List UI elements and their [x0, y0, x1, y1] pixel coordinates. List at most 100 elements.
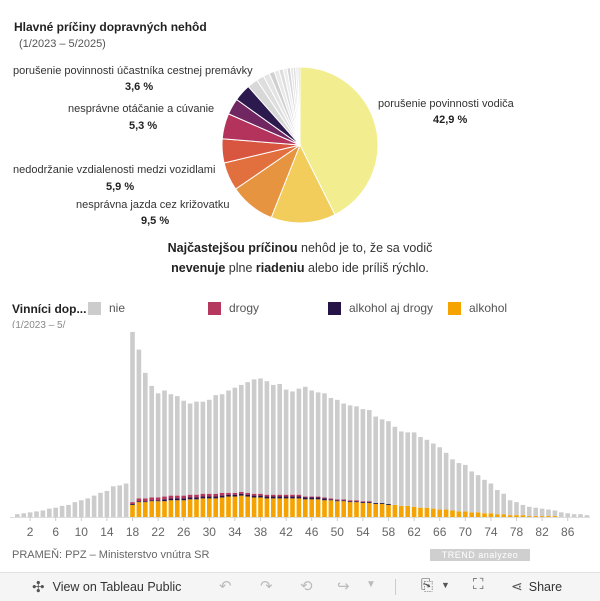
bar-drogy-age-43[interactable]	[290, 494, 295, 497]
bar-alkohol-age-50[interactable]	[335, 501, 340, 517]
bar-nie-age-86[interactable]	[565, 513, 570, 517]
bar-nie-age-75[interactable]	[495, 490, 500, 515]
bar-nie-age-71[interactable]	[469, 471, 474, 513]
bar-nie-age-28[interactable]	[194, 401, 199, 495]
bar-alkohol-aj-drogy-age-35[interactable]	[239, 493, 244, 496]
legend-item-alkohol[interactable]: alkohol	[448, 301, 507, 315]
bar-drogy-age-23[interactable]	[162, 496, 167, 500]
bar-drogy-age-47[interactable]	[315, 496, 321, 498]
bar-alkohol-age-55[interactable]	[367, 503, 372, 517]
bar-nie-age-9[interactable]	[72, 502, 78, 517]
bar-drogy-age-52[interactable]	[347, 500, 353, 502]
bar-alkohol-age-40[interactable]	[271, 498, 276, 517]
bar-alkohol-age-60[interactable]	[399, 505, 404, 517]
bar-alkohol-age-67[interactable]	[443, 509, 449, 517]
bar-nie-age-53[interactable]	[354, 406, 359, 501]
bar-drogy-age-33[interactable]	[226, 492, 231, 495]
bar-drogy-age-50[interactable]	[335, 499, 340, 501]
bar-alkohol-age-44[interactable]	[296, 498, 302, 517]
bar-alkohol-age-64[interactable]	[424, 507, 430, 517]
bar-alkohol-age-52[interactable]	[347, 502, 353, 517]
bar-nie-age-58[interactable]	[386, 421, 391, 504]
bar-drogy-age-46[interactable]	[309, 496, 314, 498]
bar-nie-age-29[interactable]	[200, 401, 206, 494]
bar-nie-age-7[interactable]	[59, 505, 65, 517]
bar-nie-age-51[interactable]	[341, 403, 346, 500]
bar-alkohol-age-73[interactable]	[482, 513, 487, 517]
bar-alkohol-age-32[interactable]	[219, 497, 225, 517]
bar-alkohol-age-68[interactable]	[450, 510, 455, 517]
bar-drogy-age-34[interactable]	[232, 492, 238, 495]
bar-alkohol-aj-drogy-age-54[interactable]	[360, 502, 366, 504]
bar-alkohol-aj-drogy-age-40[interactable]	[271, 496, 276, 499]
bar-alkohol-aj-drogy-age-30[interactable]	[207, 496, 212, 499]
bar-nie-age-88[interactable]	[578, 514, 583, 517]
bar-alkohol-age-46[interactable]	[309, 499, 314, 517]
bar-alkohol-aj-drogy-age-45[interactable]	[303, 497, 308, 500]
bar-nie-age-77[interactable]	[507, 500, 513, 516]
bar-drogy-age-38[interactable]	[258, 493, 263, 496]
bar-alkohol-aj-drogy-age-18[interactable]	[130, 503, 135, 505]
bar-drogy-age-22[interactable]	[155, 497, 161, 501]
bar-alkohol-age-70[interactable]	[463, 511, 468, 517]
bar-drogy-age-39[interactable]	[264, 494, 270, 497]
bar-drogy-age-18[interactable]	[130, 502, 135, 504]
bar-alkohol-age-26[interactable]	[181, 500, 186, 517]
bar-drogy-age-41[interactable]	[277, 494, 282, 497]
bar-nie-age-60[interactable]	[399, 431, 404, 506]
bar-nie-age-2[interactable]	[27, 512, 33, 517]
bar-nie-age-81[interactable]	[533, 507, 538, 517]
bar-nie-age-49[interactable]	[328, 397, 334, 499]
bar-alkohol-aj-drogy-age-28[interactable]	[194, 497, 199, 500]
bar-alkohol-age-35[interactable]	[239, 495, 244, 517]
bar-alkohol-age-78[interactable]	[514, 515, 519, 517]
bar-drogy-age-45[interactable]	[303, 496, 308, 498]
bar-alkohol-aj-drogy-age-20[interactable]	[143, 501, 148, 503]
bar-alkohol-aj-drogy-age-50[interactable]	[335, 500, 340, 502]
bar-alkohol-aj-drogy-age-46[interactable]	[309, 497, 314, 500]
bar-alkohol-aj-drogy-age-22[interactable]	[155, 500, 161, 502]
bar-nie-age-36[interactable]	[245, 382, 250, 493]
bar-nie-age-20[interactable]	[143, 372, 148, 499]
bar-nie-age-26[interactable]	[181, 400, 186, 496]
download-dropdown-icon[interactable]: ▼	[441, 580, 450, 590]
bar-alkohol-age-31[interactable]	[213, 498, 218, 517]
view-on-tableau-button[interactable]: ✣ View on Tableau Public	[32, 578, 181, 596]
bar-drogy-age-53[interactable]	[354, 500, 359, 502]
bar-nie-age-18[interactable]	[130, 331, 135, 503]
bar-nie-age-87[interactable]	[571, 514, 577, 517]
bar-alkohol-age-24[interactable]	[168, 500, 174, 517]
bar-nie-age-72[interactable]	[475, 475, 481, 513]
share-button[interactable]: ⋖ Share	[511, 578, 562, 595]
bar-nie-age-40[interactable]	[271, 384, 276, 495]
bar-nie-age-48[interactable]	[322, 393, 327, 498]
pie-slice-0[interactable]	[299, 66, 379, 216]
bar-alkohol-aj-drogy-age-26[interactable]	[181, 498, 186, 501]
bar-nie-age-62[interactable]	[411, 432, 417, 507]
bar-nie-age-12[interactable]	[91, 495, 97, 517]
bar-alkohol-age-54[interactable]	[360, 503, 366, 517]
legend-item-drogy[interactable]: drogy	[208, 301, 259, 315]
bar-drogy-age-48[interactable]	[322, 497, 327, 499]
bar-alkohol-age-62[interactable]	[411, 506, 417, 517]
bar-alkohol-aj-drogy-age-19[interactable]	[136, 501, 142, 503]
bar-alkohol-age-79[interactable]	[520, 515, 526, 517]
bar-nie-age-4[interactable]	[40, 510, 46, 517]
bar-nie-age-32[interactable]	[219, 394, 225, 493]
bar-alkohol-age-42[interactable]	[283, 498, 289, 517]
bar-drogy-age-40[interactable]	[271, 494, 276, 497]
bar-nie-age-85[interactable]	[559, 512, 564, 517]
bar-alkohol-aj-drogy-age-33[interactable]	[226, 494, 231, 497]
bar-alkohol-age-66[interactable]	[437, 509, 442, 517]
bar-nie-age-15[interactable]	[111, 486, 116, 517]
bar-drogy-age-24[interactable]	[168, 495, 174, 499]
bar-drogy-age-35[interactable]	[239, 491, 244, 494]
refresh-icon[interactable]: ↪	[337, 578, 350, 595]
download-icon[interactable]: ⎘	[421, 577, 434, 594]
bar-alkohol-aj-drogy-age-38[interactable]	[258, 495, 263, 498]
bar-drogy-age-30[interactable]	[207, 493, 212, 497]
legend-item-alkohol-drogy[interactable]: alkohol aj drogy	[328, 301, 433, 315]
bar-alkohol-age-43[interactable]	[290, 498, 295, 517]
bar-alkohol-aj-drogy-age-36[interactable]	[245, 494, 250, 497]
bar-nie-age-55[interactable]	[367, 410, 372, 502]
